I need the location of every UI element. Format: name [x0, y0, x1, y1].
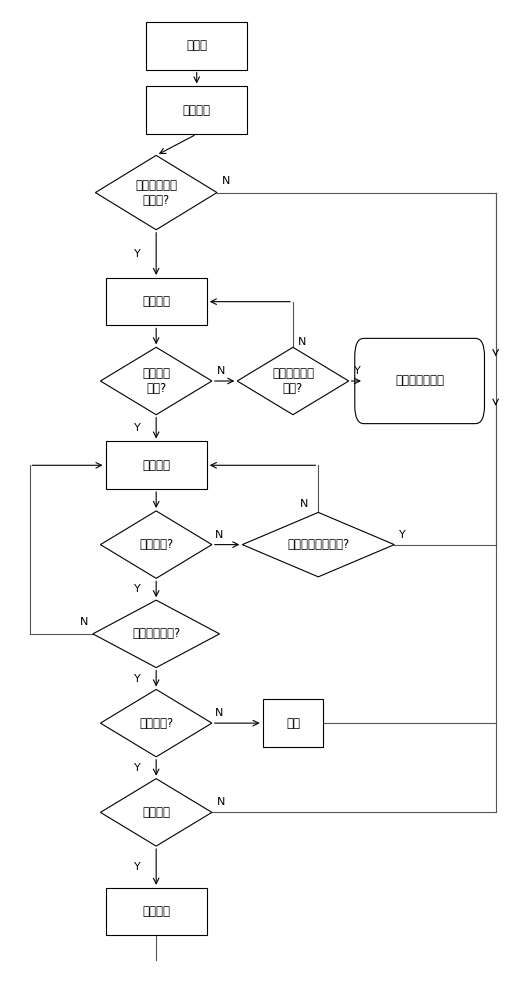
Text: N: N	[298, 337, 306, 347]
FancyBboxPatch shape	[146, 86, 247, 134]
Text: Y: Y	[134, 584, 141, 594]
Text: N: N	[214, 708, 223, 718]
Polygon shape	[100, 689, 212, 757]
Text: 开始读: 开始读	[186, 39, 207, 52]
Polygon shape	[95, 155, 217, 230]
Text: 启动线程: 启动线程	[183, 104, 211, 117]
Polygon shape	[100, 511, 212, 578]
Text: 数据转换: 数据转换	[142, 806, 170, 819]
Polygon shape	[100, 779, 212, 846]
Text: 是否有要打开
的文件?: 是否有要打开 的文件?	[135, 179, 177, 207]
Text: Y: Y	[399, 530, 406, 540]
Polygon shape	[237, 347, 349, 415]
Text: 校验成功?: 校验成功?	[139, 717, 173, 730]
Text: Y: Y	[134, 423, 141, 433]
Text: Y: Y	[134, 674, 141, 684]
Text: Y: Y	[134, 763, 141, 773]
FancyBboxPatch shape	[106, 278, 207, 325]
Text: Y: Y	[134, 249, 141, 259]
Text: 数据传输: 数据传输	[142, 905, 170, 918]
Text: N: N	[300, 499, 308, 509]
FancyBboxPatch shape	[263, 699, 323, 747]
FancyBboxPatch shape	[146, 22, 247, 70]
Polygon shape	[242, 512, 394, 577]
Text: N: N	[217, 797, 226, 807]
FancyBboxPatch shape	[106, 888, 207, 935]
Polygon shape	[93, 600, 219, 668]
Text: Y: Y	[134, 862, 141, 872]
Text: 丢弃: 丢弃	[286, 717, 300, 730]
Text: Y: Y	[354, 366, 360, 376]
Text: 达到最大重试
次数?: 达到最大重试 次数?	[272, 367, 314, 395]
Text: 读取成功?: 读取成功?	[139, 538, 173, 551]
Text: 打开文件: 打开文件	[142, 295, 170, 308]
Text: N: N	[217, 366, 226, 376]
Text: 打开文件
成功?: 打开文件 成功?	[142, 367, 170, 395]
Text: N: N	[222, 176, 230, 186]
Text: 读取文件: 读取文件	[142, 459, 170, 472]
Text: 读取文件结束?: 读取文件结束?	[132, 627, 180, 640]
Text: 结束通信，提示: 结束通信，提示	[395, 374, 444, 387]
Text: N: N	[214, 530, 223, 540]
Text: N: N	[79, 617, 88, 627]
FancyBboxPatch shape	[106, 441, 207, 489]
FancyBboxPatch shape	[355, 338, 485, 424]
Polygon shape	[100, 347, 212, 415]
Text: 达到最大重试次数?: 达到最大重试次数?	[287, 538, 349, 551]
